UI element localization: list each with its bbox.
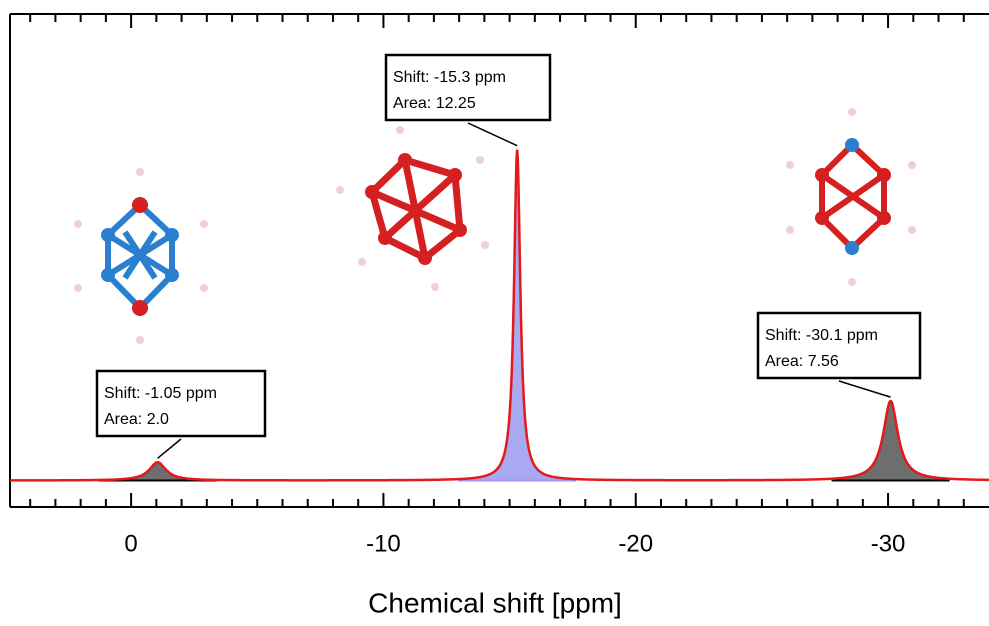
x-tick-label: -30 — [871, 530, 906, 557]
molecule-blue — [74, 168, 208, 344]
annotation-area: Area: 7.56 — [765, 353, 839, 370]
annotation-area: Area: 12.25 — [393, 95, 476, 112]
x-tick-label: 0 — [124, 530, 137, 557]
peak-area — [100, 462, 216, 480]
x-axis-label: Chemical shift [ppm] — [368, 587, 622, 618]
leader-line — [839, 381, 891, 397]
molecules — [74, 108, 916, 344]
peak-area — [833, 401, 949, 480]
annotation-shift: Shift: -30.1 ppm — [765, 327, 878, 344]
annotation-area: Area: 2.0 — [104, 411, 169, 428]
peak-area — [459, 150, 575, 481]
x-tick-label: -10 — [366, 530, 401, 557]
annotation-shift: Shift: -1.05 ppm — [104, 385, 217, 402]
chart: Chemical shift [ppm] 0 -10 -20 -30 Shift: -1… — [0, 0, 989, 626]
molecule-red-center — [336, 126, 489, 291]
annotation-shift: Shift: -15.3 ppm — [393, 69, 506, 86]
leader-line — [158, 439, 181, 458]
leader-line — [468, 123, 517, 146]
molecule-red-right — [786, 108, 916, 286]
x-tick-label: -20 — [618, 530, 653, 557]
